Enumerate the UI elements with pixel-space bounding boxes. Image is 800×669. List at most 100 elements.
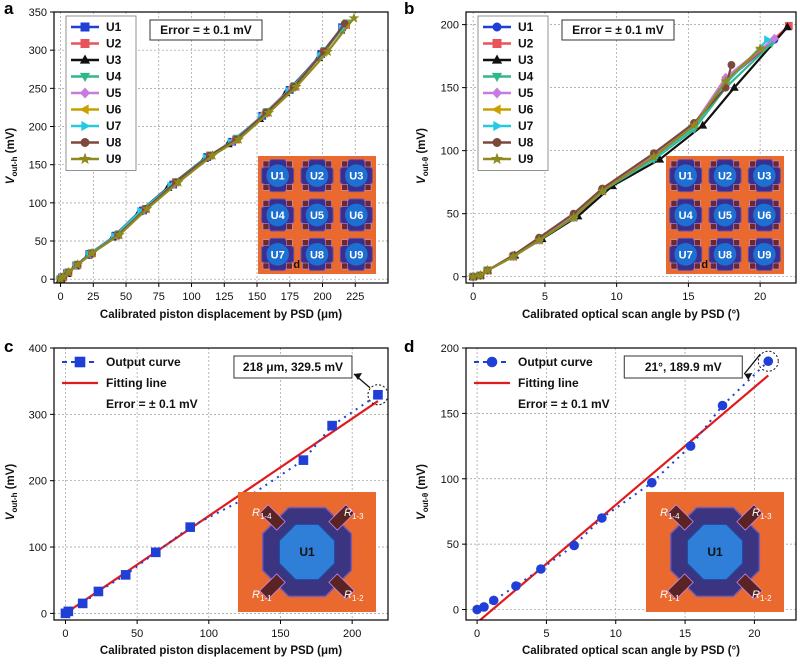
data-point-u9 — [114, 229, 125, 240]
inset-chip-beam — [364, 239, 372, 246]
inset-chip-beam — [670, 160, 678, 168]
inset-chip-beam — [694, 200, 701, 207]
legend: Output curve Fitting line — [474, 355, 593, 390]
legend-label-fit: Fitting line — [106, 376, 167, 390]
data-point-u9 — [467, 271, 479, 282]
tick-label-y: 300 — [29, 45, 47, 57]
tick-label-x: 125 — [215, 291, 233, 303]
data-point-u9 — [72, 259, 83, 270]
tick-label-y: 200 — [441, 20, 459, 32]
tick-label-y: 100 — [441, 474, 459, 486]
inset-chip-beam — [325, 239, 332, 246]
inset-chip-beam — [670, 262, 678, 270]
inset-chip-mirror — [674, 203, 697, 227]
legend-marker-output — [486, 356, 498, 368]
inset-resistor-label: R1-2 — [344, 589, 364, 603]
tick-label-y: 200 — [29, 476, 47, 488]
inset-chip-beam — [772, 262, 780, 270]
inset-chip-mirror — [713, 243, 737, 266]
legend-marker-u1 — [80, 22, 90, 32]
inset-chip-mirror — [266, 164, 289, 187]
error-box — [561, 19, 675, 41]
inset-chip-beam — [749, 262, 756, 270]
error-annotation: Error = ± 0.1 mV — [572, 23, 664, 37]
callout-box — [233, 355, 353, 379]
output-data-point — [536, 564, 546, 574]
data-point-u9 — [86, 247, 98, 258]
tick-label-x: 5 — [542, 291, 548, 303]
tick-label-x: 20 — [754, 291, 766, 303]
tick-label-x: 150 — [248, 291, 266, 303]
legend-label-output: Output curve — [106, 355, 181, 369]
inset-chip-beam — [364, 184, 372, 191]
data-point-u9 — [233, 133, 244, 144]
inset-chip-mirror — [713, 164, 737, 187]
legend: U1 U2 U3 U4 U5 U6 U7 U8 U9 — [477, 15, 549, 171]
inset-chip-mirror — [753, 164, 776, 187]
inset-chip-label-u7: U7 — [271, 249, 285, 261]
y-axis-label: Vout-θ (mV) — [416, 464, 430, 520]
inset-chip-mirror — [305, 164, 329, 187]
output-data-point — [120, 570, 131, 580]
inset-center-label: U1 — [707, 545, 723, 559]
inset-chip-label-u5: U5 — [718, 210, 732, 222]
inset-chip-label-u2: U2 — [310, 171, 324, 183]
data-point-u9 — [568, 211, 579, 222]
x-axis-label: Calibrated piston displacement by PSD (μ… — [100, 309, 342, 321]
inset-chip-beam — [286, 160, 293, 168]
inset-resistor-label: R1-1 — [252, 589, 272, 603]
legend-marker-output — [74, 356, 86, 368]
panel-label-b: b — [404, 0, 414, 18]
legend-label-u7: U7 — [106, 119, 122, 133]
fitting-line — [64, 400, 379, 615]
legend-marker-u4 — [491, 72, 503, 82]
panel-a: a 0 25 50 75 100 125 150 175 200 225 0 50 100 150 200 25… — [4, 0, 389, 321]
inset-chip-beam — [749, 160, 756, 168]
legend-label-u1: U1 — [518, 20, 534, 34]
data-point-u9 — [688, 119, 700, 130]
inset-chip-beam — [733, 200, 740, 207]
panel-label-d: d — [404, 337, 414, 356]
inset-chip-beam — [364, 223, 372, 230]
inset-chip-beam — [286, 184, 293, 191]
panel-label-a: a — [4, 0, 14, 18]
inset-chip-beam — [262, 160, 270, 168]
inset-chip-beam — [302, 223, 309, 230]
inset-chip-mirror — [753, 203, 776, 227]
legend-label-u2: U2 — [106, 37, 122, 51]
data-point-u9 — [322, 46, 334, 57]
output-data-point — [717, 400, 728, 411]
tick-label-x: 200 — [313, 291, 331, 303]
plot-frame — [53, 347, 389, 621]
inset-resistor-beam — [736, 573, 763, 600]
legend-label-u6: U6 — [106, 103, 122, 117]
callout-label: 218 μm, 329.5 mV — [243, 360, 343, 374]
data-point-u5 — [770, 33, 779, 44]
inset-chip-label-u4: U4 — [679, 210, 694, 222]
inset-chip-label-u5: U5 — [310, 210, 324, 222]
inset-resistor-label: R1-3 — [752, 507, 772, 521]
legend-label-u4: U4 — [518, 70, 534, 84]
inset-resistor-beam — [667, 573, 694, 600]
inset-chip-beam — [749, 239, 756, 246]
inset-chip-beam — [262, 184, 270, 191]
data-point-u9 — [141, 203, 153, 214]
output-data-point — [646, 477, 657, 488]
inset-chip-beam — [302, 200, 309, 207]
y-axis-label: Vout-θ (mV) — [416, 128, 430, 184]
inset-resistor-beam — [259, 573, 286, 600]
inset-chip-beam — [262, 239, 270, 246]
inset-chip-mirror — [305, 243, 329, 266]
legend-marker-u8 — [80, 138, 90, 148]
inset-chip-label-u9: U9 — [757, 249, 771, 261]
legend-marker-u8 — [492, 138, 502, 148]
inset-chip-beam — [364, 200, 372, 207]
inset-chip-beam — [286, 239, 293, 246]
inset-resistor-beam — [259, 504, 286, 531]
inset-center-label: U1 — [299, 545, 315, 559]
legend-label-u4: U4 — [106, 70, 122, 84]
callout-arrow-head — [353, 373, 362, 380]
tick-label-y: 350 — [29, 7, 47, 19]
inset-chip-beam — [341, 239, 348, 246]
inset-chip-beam — [341, 200, 348, 207]
